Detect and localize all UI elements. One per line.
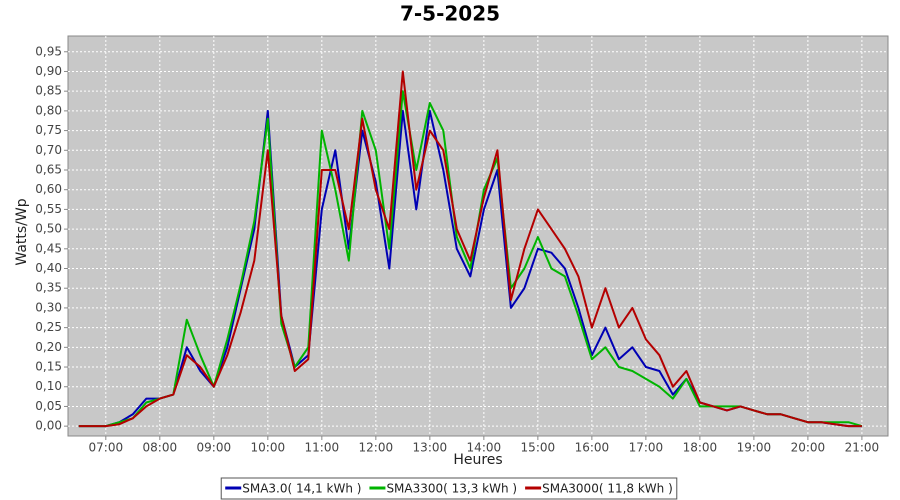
y-tick-label: 0,25 [35, 320, 62, 334]
y-tick-label: 0,70 [35, 143, 62, 157]
x-tick-label: 12:00 [359, 441, 394, 455]
y-tick-label: 0,10 [35, 379, 62, 393]
x-tick-label: 20:00 [791, 441, 826, 455]
y-tick-label: 0,20 [35, 340, 62, 354]
x-tick-label: 13:00 [413, 441, 448, 455]
x-tick-label: 19:00 [737, 441, 772, 455]
legend-label: SMA3000( 11,8 kWh ) [542, 482, 673, 496]
y-tick-label: 0,85 [35, 84, 62, 98]
legend-label: SMA3.0( 14,1 kWh ) [242, 482, 361, 496]
x-tick-label: 16:00 [575, 441, 610, 455]
series-line [78, 90, 863, 428]
y-tick-label: 0,75 [35, 123, 62, 137]
x-tick-label: 09:00 [197, 441, 232, 455]
x-tick-label: 17:00 [629, 441, 664, 455]
x-axis-title: Heures [453, 452, 502, 468]
x-tick-label: 10:00 [251, 441, 286, 455]
chart-title: 7-5-2025 [400, 2, 500, 26]
x-tick-label: 18:00 [683, 441, 718, 455]
y-tick-label: 0,55 [35, 202, 62, 216]
legend-box [220, 477, 678, 500]
series-line [78, 70, 862, 428]
legend: SMA3.0( 14,1 kWh ) SMA3300( 13,3 kWh ) SMA… [220, 477, 678, 500]
y-tick-label: 0,40 [35, 261, 62, 275]
legend-label: SMA3300( 13,3 kWh ) [386, 482, 517, 496]
x-tick-label: 07:00 [89, 441, 124, 455]
y-tick-label: 0,90 [35, 64, 62, 78]
x-tick-label: 21:00 [845, 441, 880, 455]
y-tick-label: 0,35 [35, 281, 62, 295]
y-tick-label: 0,60 [35, 182, 62, 196]
y-tick-label: 0,30 [35, 300, 62, 314]
y-tick-label: 0,65 [35, 162, 62, 176]
y-tick-label: 0,15 [35, 360, 62, 374]
y-tick-label: 0,80 [35, 103, 62, 117]
y-tick-label: 0,50 [35, 222, 62, 236]
y-tick-label: 0,95 [35, 44, 62, 58]
y-tick-label: 0,05 [35, 399, 62, 413]
x-tick-label: 15:00 [521, 441, 556, 455]
y-tick-label: 0,45 [35, 241, 62, 255]
x-tick-label: 11:00 [305, 441, 340, 455]
y-axis-title: Watts/Wp [14, 198, 30, 265]
y-tick-label: 0,00 [35, 419, 62, 433]
x-tick-label: 14:00 [467, 441, 502, 455]
x-tick-label: 08:00 [143, 441, 178, 455]
